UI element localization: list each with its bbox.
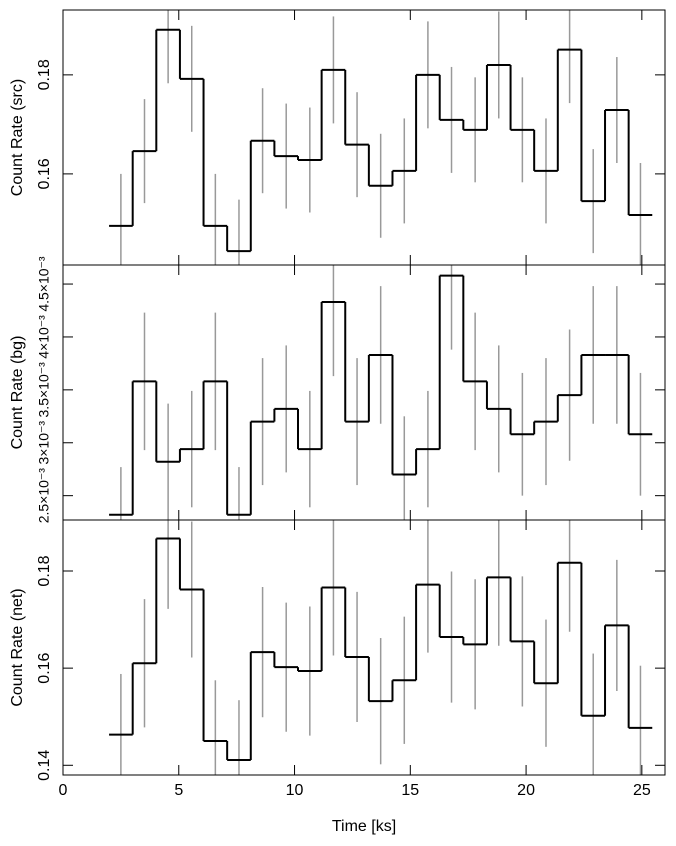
panel-frame	[62, 264, 666, 521]
y-axis-label: Count Rate (src)	[9, 79, 26, 196]
x-tick-label: 25	[633, 782, 651, 799]
y-tick-label: 0.18	[36, 59, 53, 90]
y-axis-label: Count Rate (bg)	[9, 336, 26, 450]
y-tick-label: 0.16	[36, 652, 53, 683]
panel-frame	[62, 9, 666, 266]
y-tick-label: 2.5×10⁻³	[36, 468, 52, 524]
panel	[109, 265, 653, 520]
panel-frame	[62, 519, 666, 776]
x-axis-label: Time [ks]	[332, 818, 396, 835]
x-tick-label: 15	[401, 782, 419, 799]
x-tick-label: 5	[174, 782, 183, 799]
y-tick-label: 3×10⁻³	[36, 421, 52, 465]
x-tick-label: 20	[517, 782, 535, 799]
y-tick-label: 0.16	[36, 158, 53, 189]
panel	[109, 520, 653, 775]
y-tick-label: 3.5×10⁻³	[36, 362, 52, 418]
x-tick-label: 10	[286, 782, 304, 799]
x-tick-label: 0	[59, 782, 68, 799]
y-tick-label: 4×10⁻³	[36, 315, 52, 359]
y-axis-label: Count Rate (net)	[9, 588, 26, 706]
y-tick-label: 4.5×10⁻³	[36, 256, 52, 312]
y-tick-label: 0.14	[36, 750, 53, 781]
y-tick-label: 0.18	[36, 555, 53, 586]
panel	[109, 10, 653, 265]
